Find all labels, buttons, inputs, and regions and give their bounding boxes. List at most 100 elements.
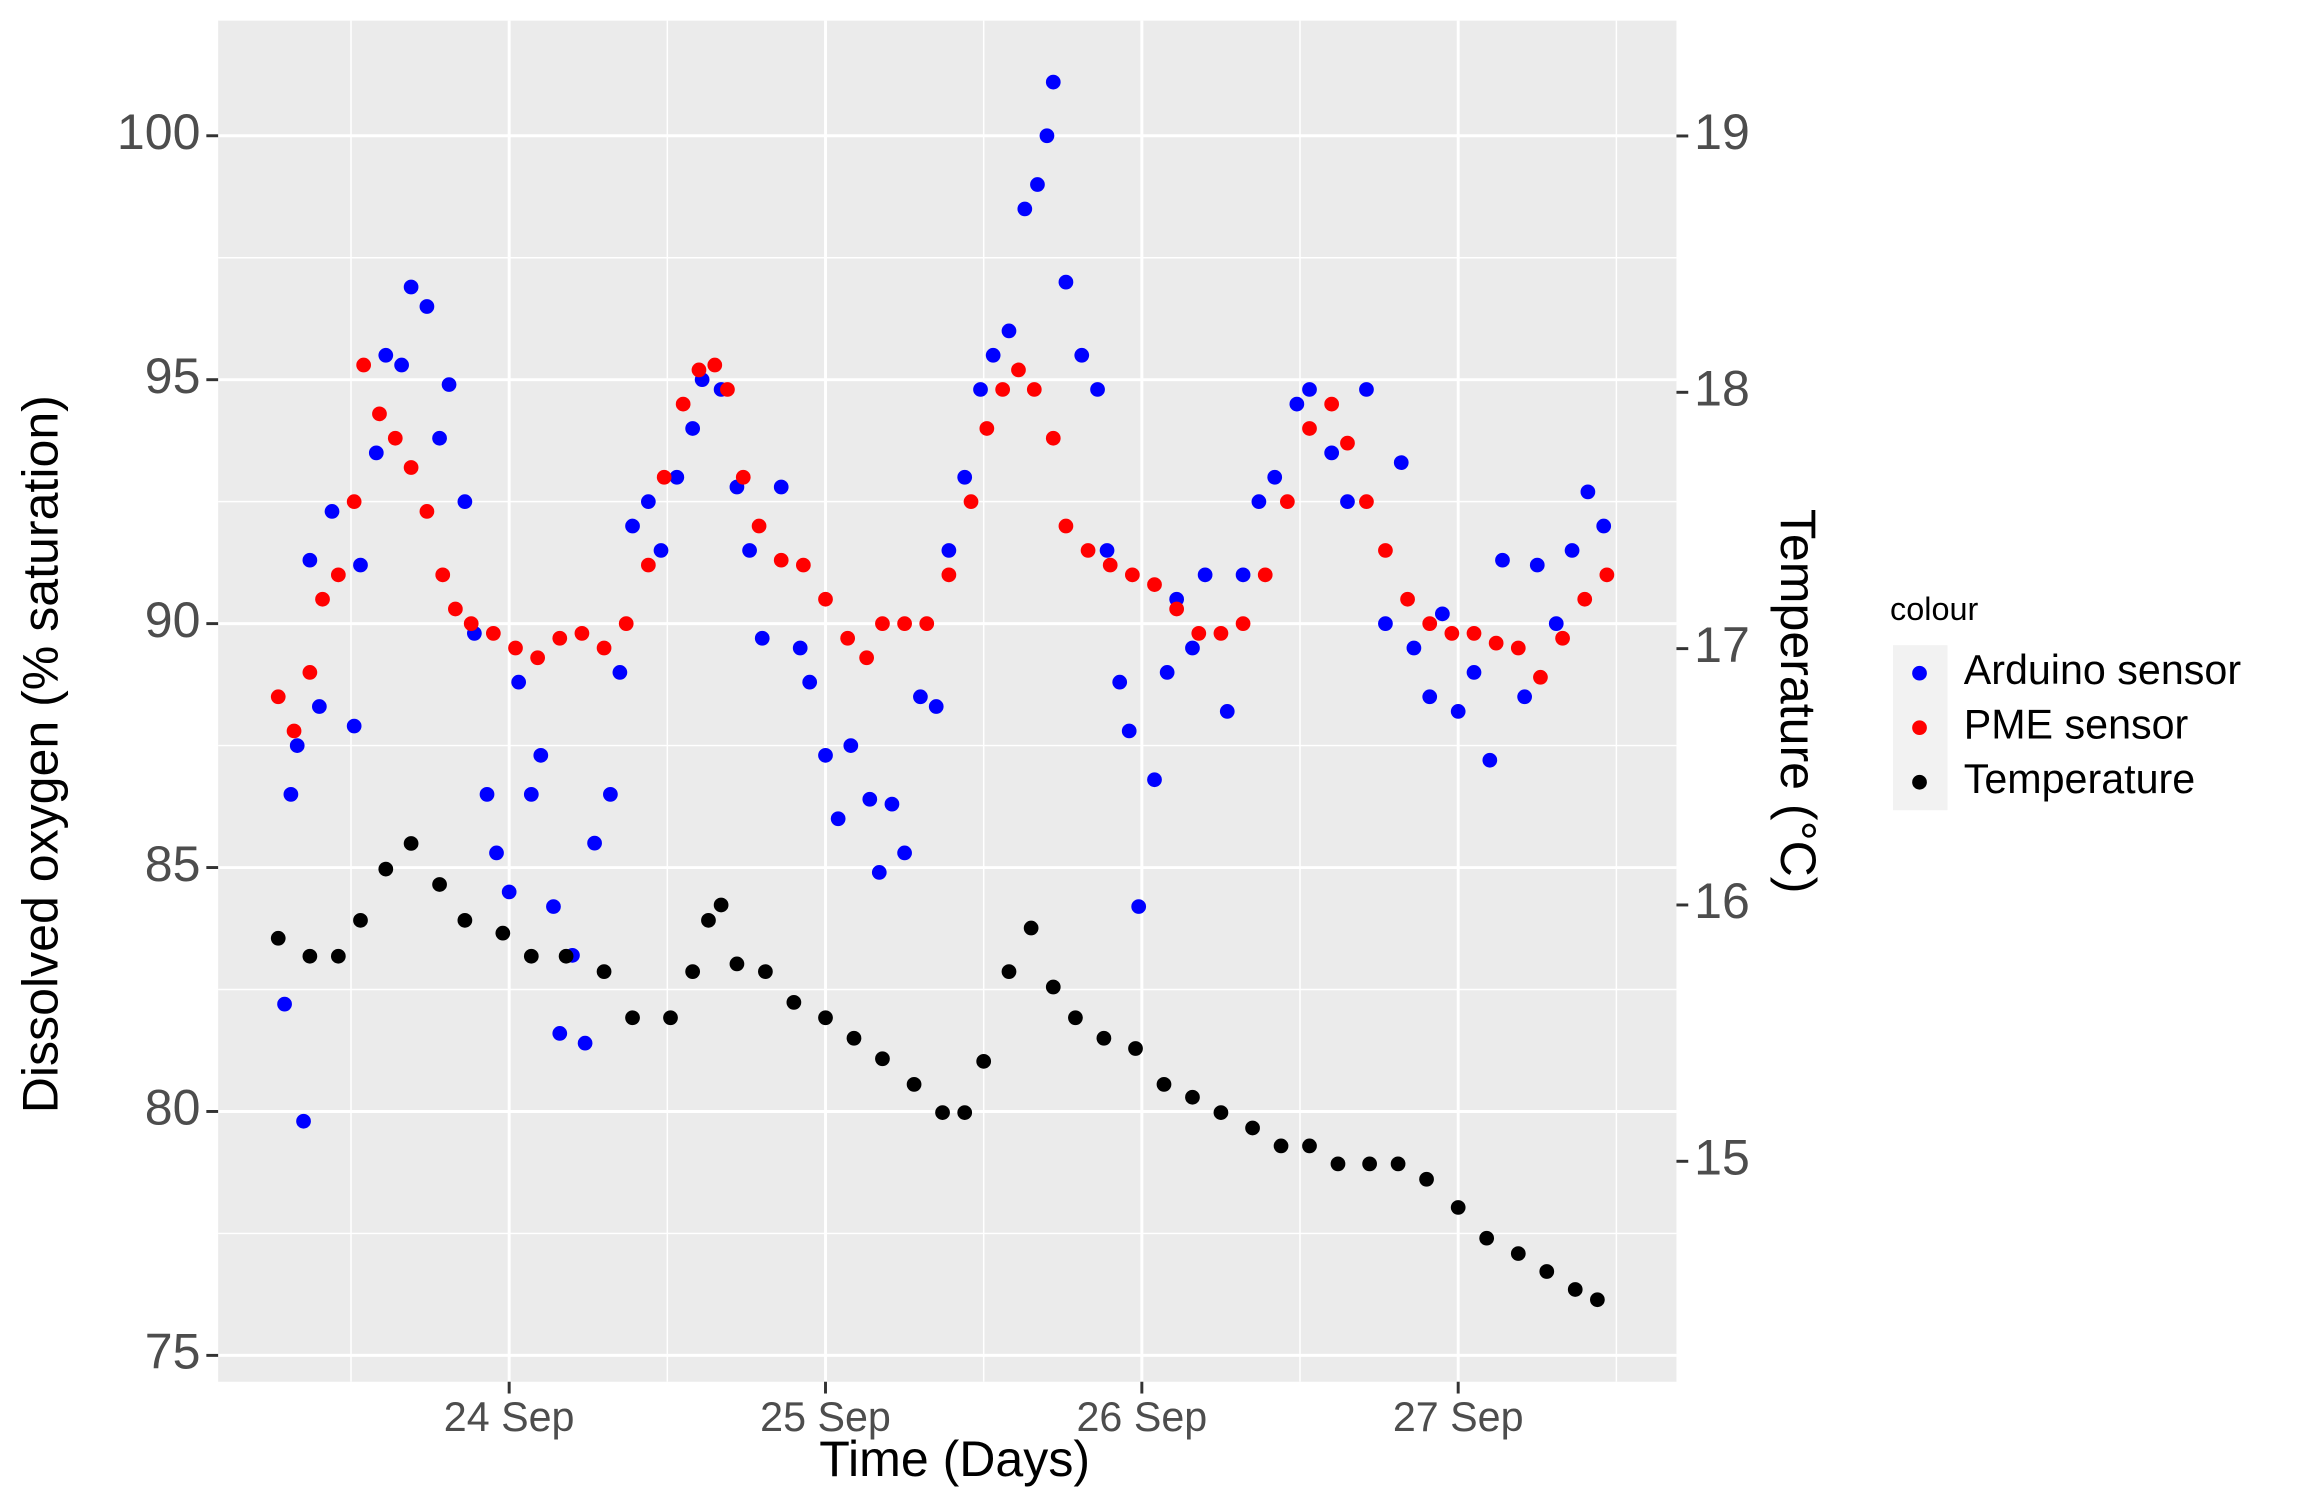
legend-label: PME sensor bbox=[1964, 702, 2189, 748]
point bbox=[1235, 567, 1251, 583]
y-tick-label: 100 bbox=[117, 104, 201, 160]
point bbox=[353, 557, 368, 573]
point bbox=[843, 738, 859, 753]
point bbox=[270, 930, 286, 946]
point bbox=[270, 689, 286, 705]
point bbox=[928, 699, 944, 714]
point bbox=[1273, 1138, 1289, 1154]
point bbox=[1444, 626, 1460, 641]
point bbox=[640, 557, 656, 573]
point bbox=[403, 279, 419, 295]
point bbox=[1159, 665, 1175, 680]
point bbox=[846, 1030, 862, 1046]
point bbox=[640, 494, 656, 510]
point bbox=[289, 738, 305, 753]
point bbox=[552, 630, 568, 646]
point bbox=[1466, 626, 1482, 641]
point bbox=[1422, 689, 1438, 705]
point bbox=[830, 811, 846, 827]
point bbox=[368, 445, 384, 461]
point bbox=[457, 494, 473, 510]
point bbox=[1577, 591, 1593, 607]
point bbox=[1359, 382, 1374, 397]
point bbox=[963, 494, 979, 510]
point bbox=[1302, 382, 1317, 397]
point bbox=[511, 674, 527, 690]
point bbox=[1023, 920, 1039, 936]
y-tick-label: 85 bbox=[145, 836, 201, 892]
point bbox=[394, 357, 409, 373]
point bbox=[941, 543, 957, 558]
point bbox=[1074, 347, 1090, 363]
point bbox=[1548, 616, 1564, 631]
point bbox=[1302, 421, 1317, 436]
point bbox=[1580, 484, 1596, 500]
legend: Arduino sensor PME sensor Temperature bbox=[1893, 645, 2241, 811]
point bbox=[324, 504, 340, 519]
point bbox=[1450, 704, 1466, 719]
point bbox=[353, 912, 368, 928]
point bbox=[508, 640, 523, 656]
point bbox=[296, 1113, 311, 1129]
legend-marker bbox=[1912, 774, 1927, 790]
point bbox=[818, 591, 833, 607]
point bbox=[1359, 494, 1374, 510]
point bbox=[1539, 1264, 1555, 1279]
point bbox=[1131, 899, 1147, 914]
point bbox=[669, 469, 685, 485]
y-tick-label: 90 bbox=[145, 592, 201, 648]
point bbox=[1567, 1282, 1583, 1297]
point bbox=[897, 845, 912, 861]
legend-title: colour bbox=[1890, 591, 1978, 627]
point bbox=[1393, 455, 1409, 470]
point bbox=[786, 995, 802, 1010]
point bbox=[1156, 1077, 1172, 1092]
point bbox=[720, 382, 735, 397]
point bbox=[577, 1035, 593, 1051]
point bbox=[1001, 964, 1017, 979]
point bbox=[685, 964, 701, 979]
point bbox=[1102, 557, 1118, 573]
point bbox=[1340, 435, 1355, 451]
point bbox=[754, 630, 770, 646]
point bbox=[1495, 552, 1510, 568]
point bbox=[435, 567, 451, 583]
point bbox=[1529, 557, 1545, 573]
point bbox=[1324, 396, 1340, 412]
point bbox=[1400, 591, 1415, 607]
point bbox=[1533, 669, 1548, 685]
point bbox=[713, 897, 729, 913]
point bbox=[1330, 1156, 1346, 1172]
point bbox=[973, 382, 988, 397]
point bbox=[432, 877, 447, 892]
point bbox=[1045, 979, 1061, 995]
point bbox=[1169, 601, 1185, 617]
point bbox=[1039, 128, 1055, 144]
point bbox=[286, 723, 302, 739]
point bbox=[530, 650, 546, 666]
point bbox=[1406, 640, 1422, 656]
point bbox=[587, 835, 602, 851]
point bbox=[1378, 616, 1393, 631]
point bbox=[1479, 1230, 1495, 1246]
point bbox=[378, 347, 394, 363]
y2-tick-label: 16 bbox=[1694, 873, 1750, 929]
point bbox=[1128, 1041, 1143, 1056]
point bbox=[1058, 518, 1074, 534]
point bbox=[1564, 543, 1580, 558]
point bbox=[875, 1051, 890, 1067]
point bbox=[1422, 616, 1438, 631]
point bbox=[919, 616, 935, 631]
point bbox=[1219, 704, 1235, 719]
point bbox=[302, 948, 318, 964]
point bbox=[1390, 1156, 1406, 1172]
point bbox=[751, 518, 767, 534]
point bbox=[346, 718, 362, 734]
point bbox=[1267, 469, 1283, 485]
point bbox=[618, 616, 634, 631]
point bbox=[795, 557, 811, 573]
point bbox=[957, 1105, 973, 1120]
point bbox=[1011, 362, 1026, 378]
